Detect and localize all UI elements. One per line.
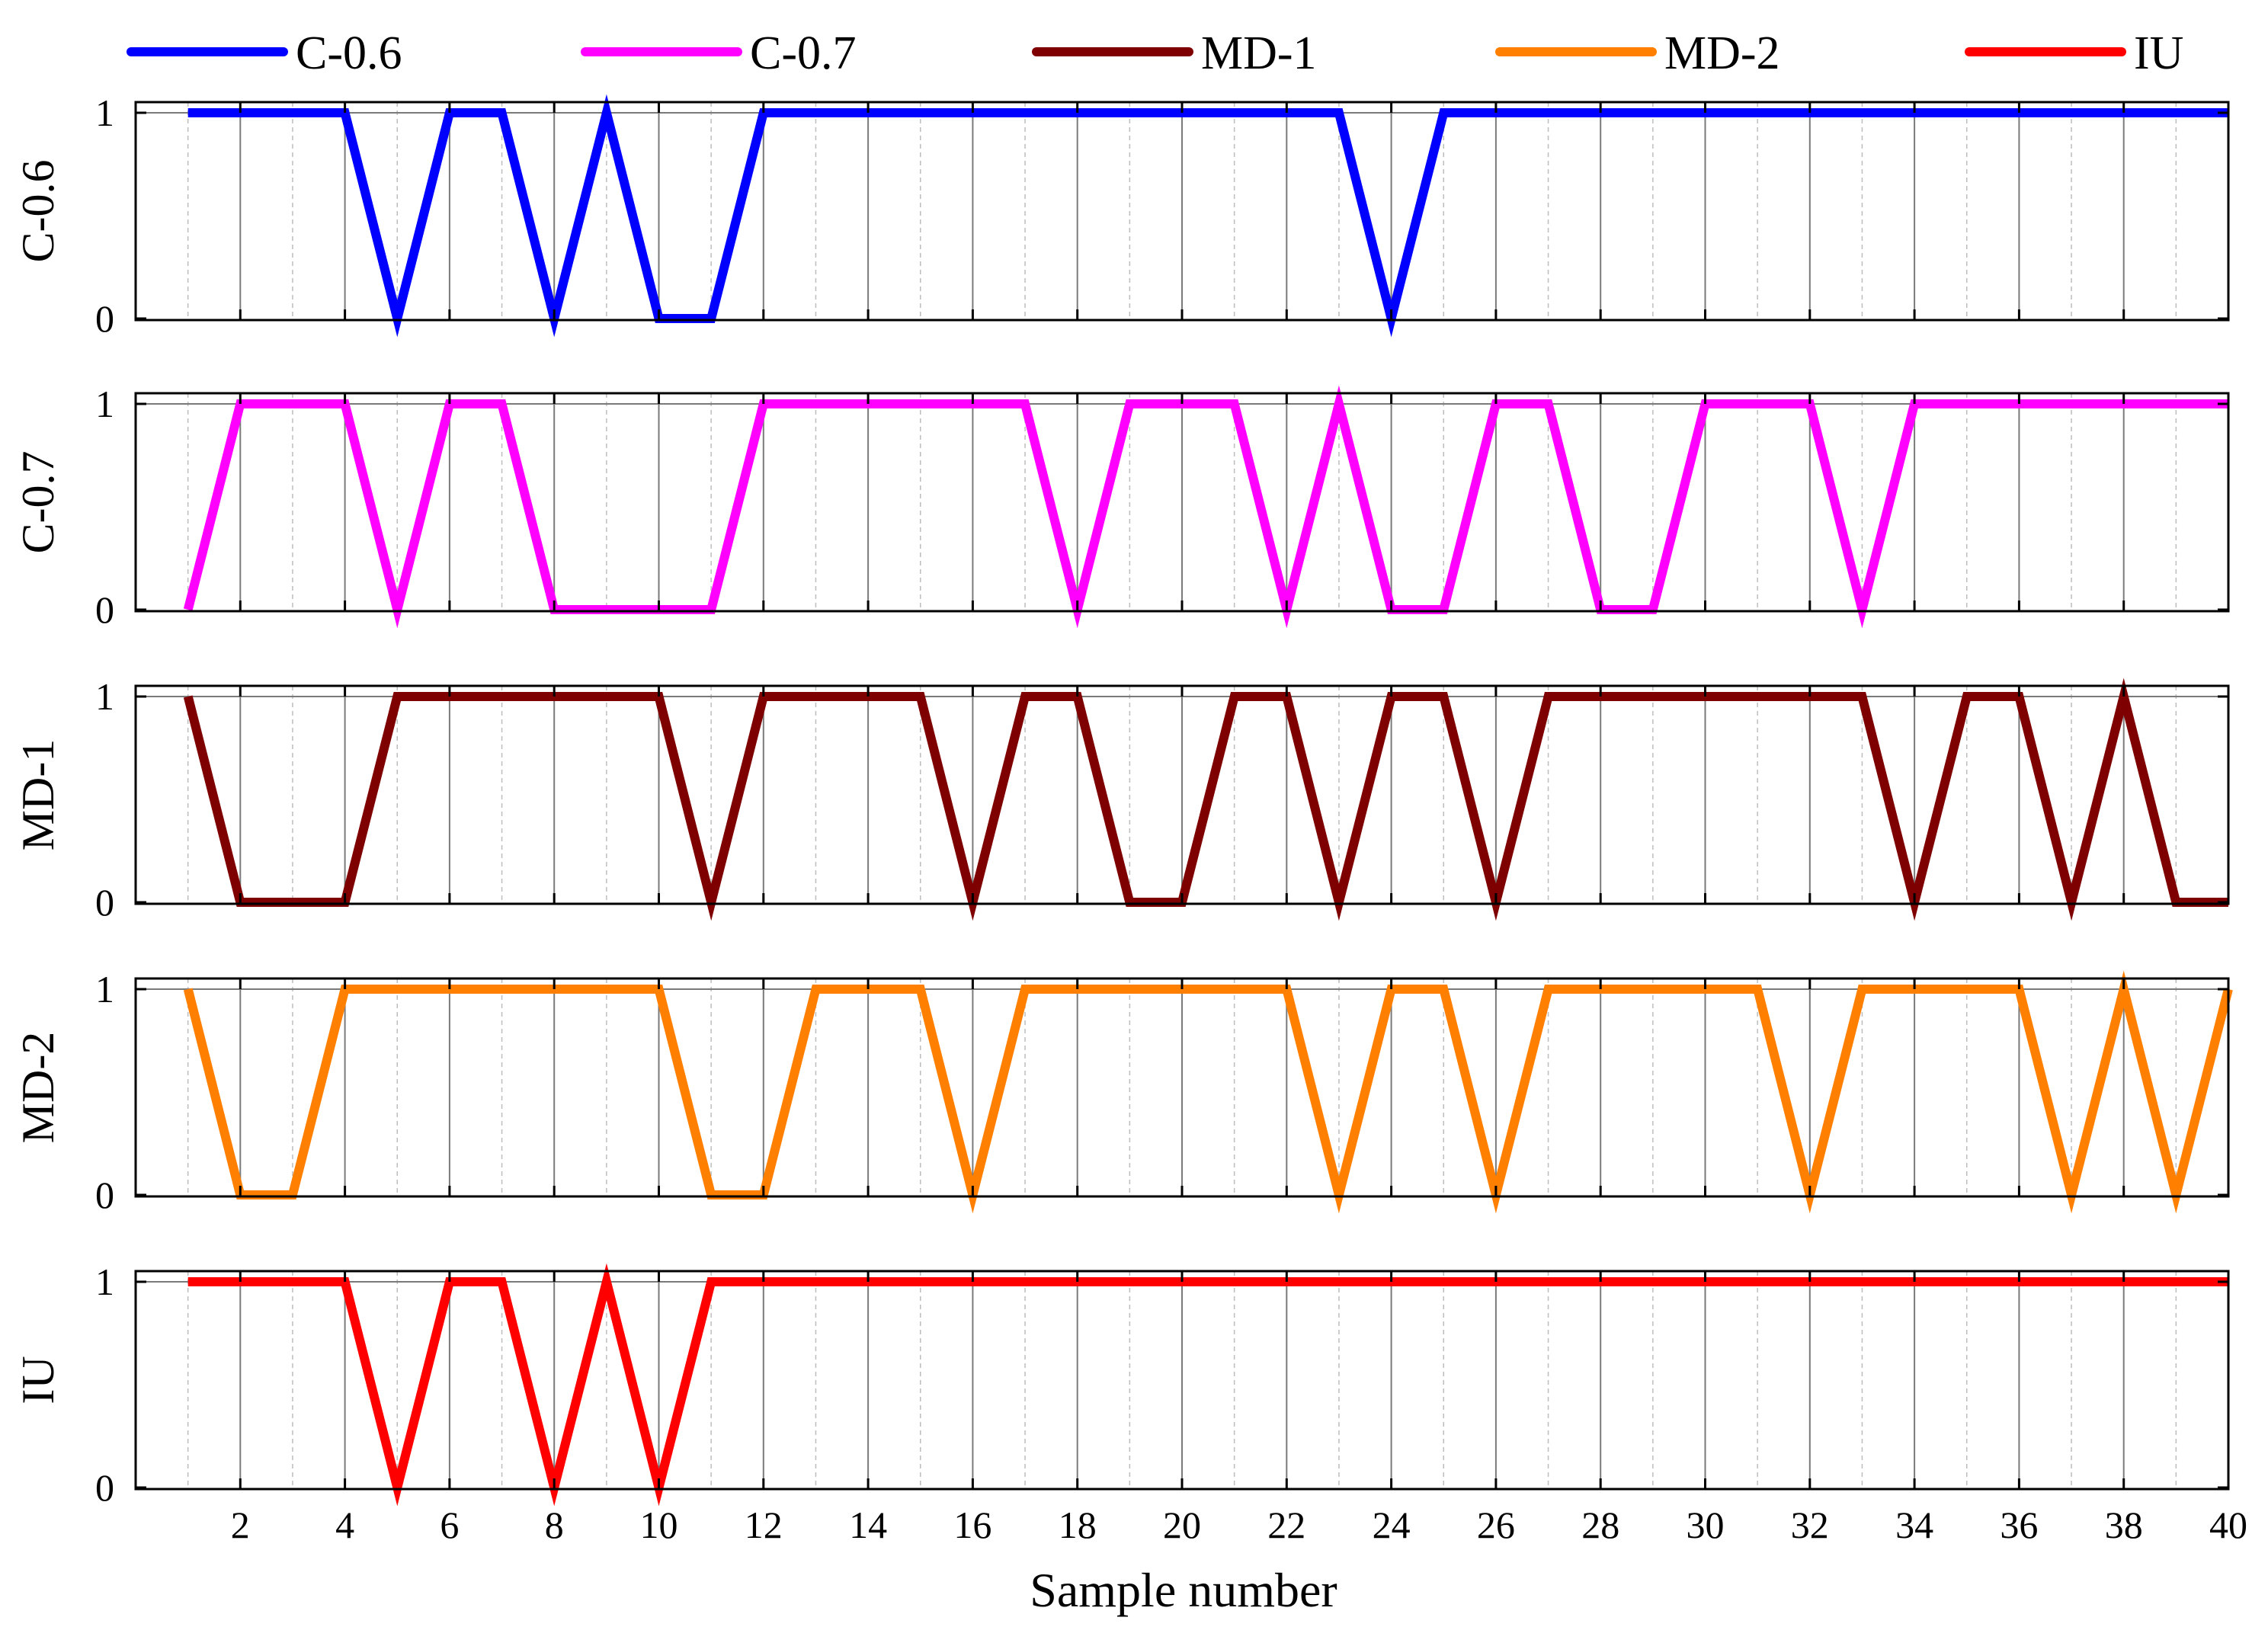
x-tick-label: 40 [2209,1504,2247,1546]
y-tick-label: 0 [95,297,114,340]
y-axis-label: MD-1 [13,739,63,851]
panel-md-2: 0 1 MD-2 [13,968,2233,1216]
y-tick-label: 1 [95,675,114,718]
x-tick-label: 24 [1373,1504,1411,1546]
legend-label: C-0.6 [296,27,402,79]
y-tick-label: 1 [95,91,114,134]
x-tick-label: 20 [1163,1504,1201,1546]
x-tick-label: 26 [1477,1504,1515,1546]
y-axis-label: C-0.6 [13,160,63,263]
panel-c-07: 0 1 C-0.7 [13,383,2230,631]
x-tick-label: 8 [545,1504,564,1546]
series-line-md-2 [183,970,2233,1214]
x-tick-label: 18 [1059,1504,1097,1546]
x-tick-label: 32 [1791,1504,1829,1546]
x-tick-label: 10 [640,1504,678,1546]
legend-label: IU [2134,27,2183,79]
y-axis-label: C-0.7 [13,451,63,554]
chart-panels: 0 1 C-0.6 0 1 C-0.7 0 1 MD-1 0 1 MD-2 0 1 IU [13,91,2233,1509]
legend: C-0.6 C-0.7 MD-1 MD-2 IU [127,27,2183,79]
x-tick-label: 28 [1581,1504,1619,1546]
x-tick-label: 2 [231,1504,250,1546]
x-tick-label: 30 [1687,1504,1725,1546]
y-axis-label: IU [13,1356,63,1404]
y-tick-label: 0 [95,1174,114,1216]
y-tick-label: 0 [95,588,114,631]
x-tick-label: 36 [2000,1504,2038,1546]
series-line-iu [187,1263,2228,1507]
x-tick-label: 4 [335,1504,354,1546]
legend-label: MD-1 [1201,27,1317,79]
panel-md-1: 0 1 MD-1 [13,675,2230,924]
y-tick-label: 0 [95,881,114,924]
panel-iu: 0 1 IU [13,1260,2230,1509]
series-line-c-06 [187,94,2228,338]
panel-c-06: 0 1 C-0.6 [13,91,2230,340]
y-tick-label: 1 [95,968,114,1010]
x-tick-label: 14 [849,1504,887,1546]
x-tick-label: 12 [745,1504,783,1546]
legend-label: MD-2 [1664,27,1780,79]
y-tick-label: 1 [95,383,114,425]
x-tick-label: 6 [440,1504,459,1546]
x-axis-label: Sample number [1030,1563,1337,1617]
x-tick-label: 34 [1895,1504,1933,1546]
x-tick-label: 22 [1267,1504,1305,1546]
x-tick-label: 16 [953,1504,991,1546]
x-tick-label: 38 [2105,1504,2143,1546]
x-axis-ticks: 2 4 6 8 10 12 14 16 18 20 22 24 26 28 30 32 34 36 38 40 [231,1504,2247,1546]
y-tick-label: 0 [95,1466,114,1509]
legend-label: C-0.7 [750,27,857,79]
series-line-c-07 [183,385,2228,629]
y-axis-label: MD-2 [13,1032,63,1144]
y-tick-label: 1 [95,1260,114,1303]
series-line-md-1 [183,677,2228,921]
